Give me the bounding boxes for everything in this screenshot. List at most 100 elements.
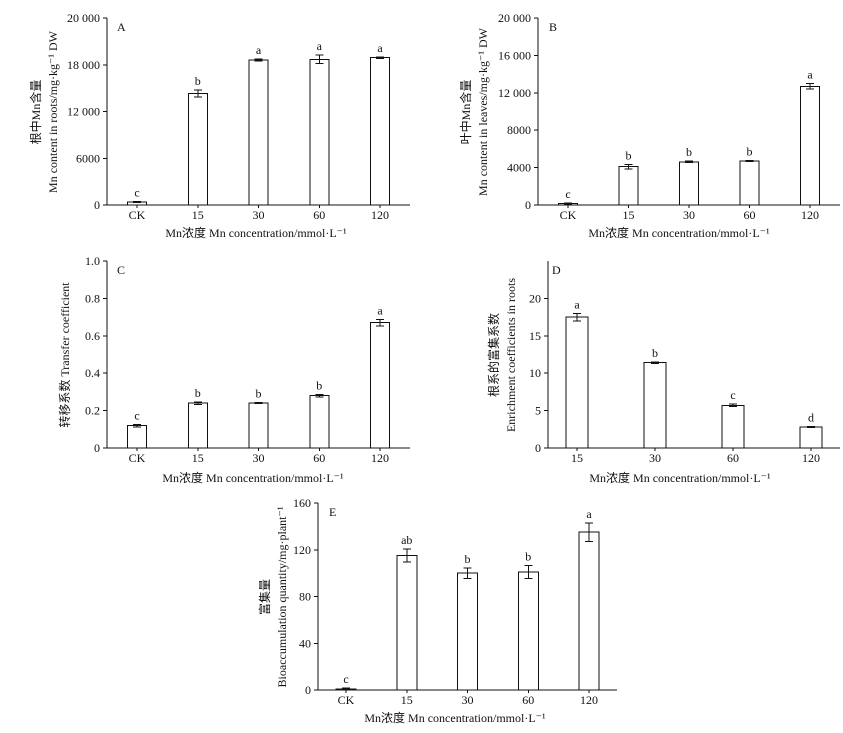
panel-b-errorbar-15 bbox=[624, 163, 633, 170]
panel-b-xtick-label-60: 60 bbox=[744, 208, 756, 222]
panel-d-xtick-label-60: 60 bbox=[727, 451, 739, 465]
panel-a: 0 6000 12 000 18 000 20 000 CK c 15 b 30 a 60 a 120 a A… bbox=[28, 11, 410, 240]
panel-a-errorbar-ck bbox=[133, 200, 141, 204]
panel-b-ytick-label-3: 12 000 bbox=[498, 86, 531, 100]
panel-c-xtick-label-ck: CK bbox=[129, 451, 146, 465]
panel-b-errorbar-30 bbox=[685, 160, 693, 164]
panel-c-xtick-label-120: 120 bbox=[371, 451, 389, 465]
panel-d-xtick-label-30: 30 bbox=[649, 451, 661, 465]
panel-a-xtick-label-ck: CK bbox=[129, 208, 146, 222]
panel-d-ytick-label-2: 10 bbox=[529, 366, 541, 380]
panel-a-significance-letter-60: a bbox=[317, 39, 323, 53]
panel-c-significance-letter-ck: c bbox=[134, 408, 139, 422]
panel-d-bar-60 bbox=[721, 404, 745, 449]
panel-d-bar-15 bbox=[565, 316, 589, 449]
panel-a-ytick-label-2: 12 000 bbox=[67, 105, 100, 119]
panel-e-bar-120 bbox=[578, 531, 600, 691]
panel-a-xtick-label-120: 120 bbox=[371, 208, 389, 222]
panel-c-ytick-label-0: 0 bbox=[94, 441, 100, 455]
panel-b-significance-letter-ck: c bbox=[565, 187, 570, 201]
panel-e-xtick-label-60: 60 bbox=[522, 693, 534, 707]
panel-e-significance-letter-60: b bbox=[525, 550, 531, 564]
panel-b-bar-15 bbox=[618, 166, 639, 206]
panel-e-ytick-label-3: 120 bbox=[293, 543, 311, 557]
panel-e-bar-30 bbox=[457, 572, 478, 691]
panel-b-errorbar-ck bbox=[564, 202, 572, 205]
panel-d-ytick-label-4: 20 bbox=[529, 291, 541, 305]
panel-e-errorbar-60 bbox=[524, 565, 533, 579]
panel-c-errorbar-15 bbox=[193, 401, 202, 405]
panel-e-significance-letter-15: ab bbox=[401, 533, 412, 547]
panel-a-bar-15 bbox=[187, 93, 208, 206]
panel-a-errorbar-60 bbox=[315, 54, 324, 65]
panel-d-y-axis-title-0: 根系的富集系数 bbox=[486, 313, 501, 397]
panel-d: 0 5 10 15 20 15 a 30 b 60 c 120 d D Mn浓度 Mn concentrat… bbox=[486, 261, 840, 485]
panel-c-ytick-label-1: 0.2 bbox=[85, 404, 100, 418]
panel-c-bar-ck bbox=[127, 425, 147, 449]
panel-b-errorbar-60 bbox=[745, 159, 754, 163]
panel-c-x-axis-title: Mn浓度 Mn concentration/mmol·L⁻¹ bbox=[162, 470, 344, 485]
panel-a-label: A bbox=[117, 20, 126, 34]
panel-b-significance-letter-120: a bbox=[807, 67, 813, 81]
panel-e-y-axis-title-1: Bioaccumulation quantity/mg·plant⁻¹ bbox=[275, 506, 289, 687]
panel-a-ytick-label-4: 20 000 bbox=[67, 11, 100, 25]
panel-d-errorbar-60 bbox=[729, 403, 737, 407]
panel-c-ytick-label-5: 1.0 bbox=[85, 254, 100, 268]
panel-c-ytick-label-4: 0.8 bbox=[85, 291, 100, 305]
panel-e-errorbar-ck bbox=[342, 687, 350, 690]
panel-d-errorbar-30 bbox=[651, 361, 659, 364]
panel-b-label: B bbox=[549, 20, 557, 34]
panel-c-errorbar-ck bbox=[133, 423, 141, 428]
panel-c-significance-letter-15: b bbox=[195, 386, 201, 400]
panel-e-xtick-label-120: 120 bbox=[580, 693, 598, 707]
panel-e-bar-15 bbox=[396, 555, 418, 691]
panel-b-significance-letter-60: b bbox=[747, 144, 753, 158]
panel-b-x-axis-title: Mn浓度 Mn concentration/mmol·L⁻¹ bbox=[588, 225, 770, 240]
panel-c-label: C bbox=[117, 263, 125, 277]
panel-a-x-axis-title: Mn浓度 Mn concentration/mmol·L⁻¹ bbox=[165, 225, 347, 240]
panel-e-ytick-label-2: 80 bbox=[299, 590, 311, 604]
panel-a-significance-letter-15: b bbox=[195, 74, 201, 88]
panel-a-errorbar-15 bbox=[193, 89, 202, 98]
panel-c-significance-letter-60: b bbox=[316, 379, 322, 393]
panel-b-y-axis-title-1: Mn content in leaves/mg·kg⁻¹ DW bbox=[476, 27, 490, 196]
panel-a-bar-30 bbox=[248, 59, 269, 206]
panel-e-errorbar-120 bbox=[585, 522, 593, 543]
panel-b-ytick-label-2: 8000 bbox=[507, 123, 531, 137]
panel-c-ytick-label-2: 0.4 bbox=[85, 366, 100, 380]
panel-b-bar-120 bbox=[800, 85, 820, 206]
panel-b-ytick-label-0: 0 bbox=[525, 198, 531, 212]
panel-d-y-axis-title-1: Enrichment coefficients in roots bbox=[504, 278, 518, 432]
panel-a-y-axis-title-1: Mn content in roots/mg·kg⁻¹ DW bbox=[46, 30, 60, 193]
panel-e-errorbar-15 bbox=[402, 548, 411, 563]
panel-d-significance-letter-120: d bbox=[808, 411, 814, 425]
panel-d-significance-letter-30: b bbox=[652, 346, 658, 360]
panel-d-label: D bbox=[552, 263, 561, 277]
panel-d-significance-letter-60: c bbox=[730, 388, 735, 402]
panel-b-ytick-label-5: 20 000 bbox=[498, 11, 531, 25]
panel-b-xtick-label-30: 30 bbox=[683, 208, 695, 222]
panel-c-errorbar-120 bbox=[376, 318, 384, 327]
panel-e-ytick-label-0: 0 bbox=[305, 683, 311, 697]
panel-c-significance-letter-120: a bbox=[377, 303, 383, 317]
panel-e-ytick-label-1: 40 bbox=[299, 636, 311, 650]
panel-d-bar-30 bbox=[643, 362, 667, 449]
panel-a-ytick-label-0: 0 bbox=[94, 198, 100, 212]
panel-e-xtick-label-30: 30 bbox=[462, 693, 474, 707]
panel-a-ytick-label-1: 6000 bbox=[76, 151, 100, 165]
panel-e-significance-letter-120: a bbox=[586, 507, 592, 521]
panel-a-significance-letter-30: a bbox=[256, 43, 262, 57]
panel-a-bar-120 bbox=[370, 57, 390, 206]
panel-e-ytick-label-4: 160 bbox=[293, 496, 311, 510]
panel-c-bar-120 bbox=[370, 322, 390, 449]
panel-c-xtick-label-30: 30 bbox=[253, 451, 265, 465]
panel-b-xtick-label-120: 120 bbox=[801, 208, 819, 222]
panel-e-xtick-label-15: 15 bbox=[401, 693, 413, 707]
panel-d-xtick-label-120: 120 bbox=[802, 451, 820, 465]
panel-b-ytick-label-4: 16 000 bbox=[498, 48, 531, 62]
panel-a-bar-60 bbox=[309, 58, 330, 206]
panel-e-bar-60 bbox=[517, 571, 539, 691]
panel-e-label: E bbox=[329, 505, 336, 519]
